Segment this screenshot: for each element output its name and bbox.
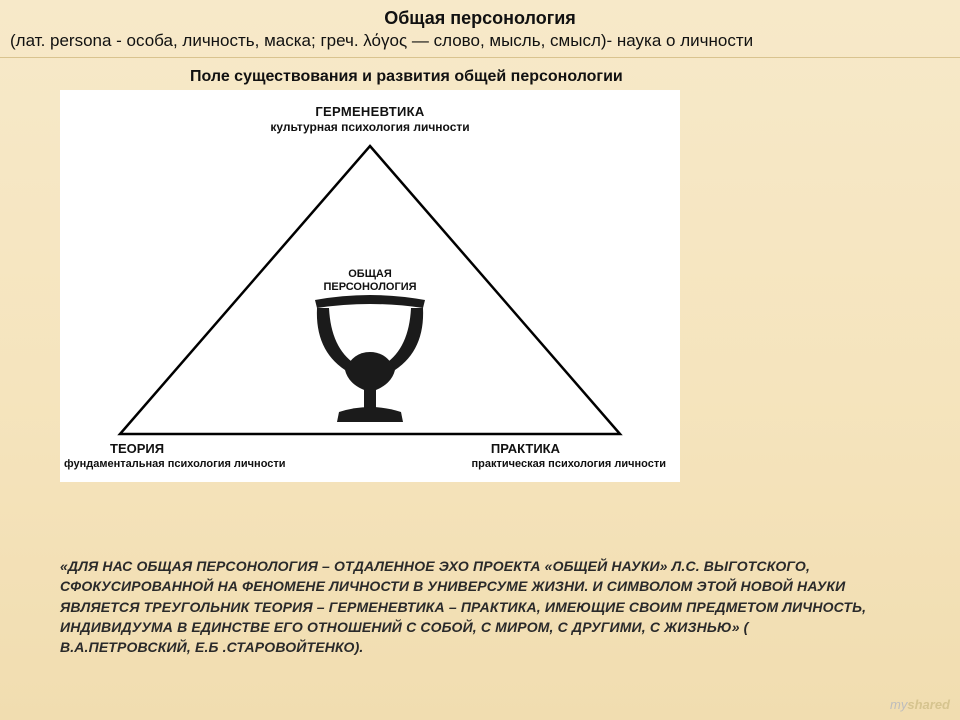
apex-label-sub: культурная психология личности	[60, 120, 680, 134]
left-vertex-label-sub: фундаментальная психология личности	[64, 458, 286, 470]
apex-label-main: ГЕРМЕНЕВТИКА	[60, 104, 680, 119]
divider	[0, 57, 960, 58]
center-label-line1: ОБЩАЯ	[348, 268, 392, 280]
psi-icon	[295, 294, 445, 424]
right-vertex-label-sub: практическая психология личности	[471, 458, 666, 470]
watermark-brand: my	[890, 697, 907, 712]
watermark: myshared	[890, 697, 950, 712]
page-title: Общая персонология	[0, 0, 960, 29]
center-label: ОБЩАЯ ПЕРСОНОЛОГИЯ	[60, 268, 680, 293]
watermark-word: shared	[907, 697, 950, 712]
left-vertex-label-main: ТЕОРИЯ	[110, 441, 164, 456]
quote-block: «ДЛЯ НАС ОБЩАЯ ПЕРСОНОЛОГИЯ – ОТДАЛЕННОЕ…	[60, 556, 870, 657]
right-vertex-label-main: ПРАКТИКА	[491, 441, 560, 456]
page-subtitle: (лат. persona - особа, личность, маска; …	[0, 29, 960, 57]
triangle-diagram: ГЕРМЕНЕВТИКА культурная психология лично…	[60, 90, 680, 482]
center-label-line2: ПЕРСОНОЛОГИЯ	[323, 281, 416, 293]
section-heading: Поле существования и развития общей перс…	[190, 68, 960, 86]
